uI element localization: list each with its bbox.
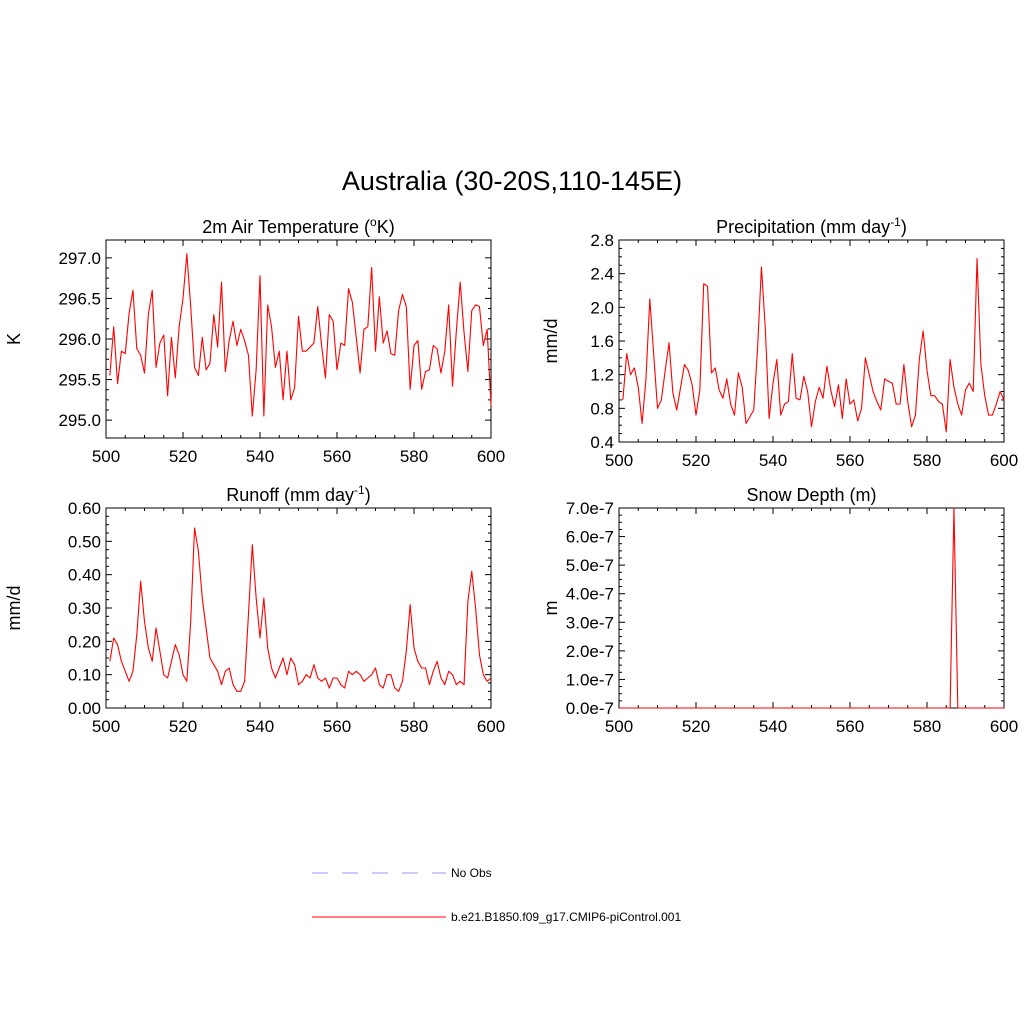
x-tick-label: 580 <box>913 451 941 470</box>
x-tick-label: 520 <box>682 451 710 470</box>
x-tick-label: 580 <box>400 447 428 466</box>
panel-title-text: 2m Air Temperature ( <box>202 217 370 237</box>
y-tick-label: 2.4 <box>590 265 614 284</box>
plot-frame <box>105 507 492 709</box>
legend-label-2: b.e21.B1850.f09_g17.CMIP6-piControl.001 <box>451 910 681 924</box>
panel-title-end: K) <box>377 217 395 237</box>
y-tick-label: 1.6 <box>590 332 614 351</box>
panel-title-sup: o <box>370 215 377 229</box>
series-line <box>619 507 1004 709</box>
x-tick-label: 520 <box>682 717 710 736</box>
panel-title-text: Precipitation (mm day <box>716 217 890 237</box>
y-tick-label: 2.0e-7 <box>566 642 614 661</box>
panel-title-text: Snow Depth (m) <box>746 485 876 505</box>
main-title: Australia (30-20S,110-145E) <box>341 166 683 196</box>
y-tick-label: 297.0 <box>58 249 101 268</box>
y-tick-label: 0.8 <box>590 399 614 418</box>
panel-1: 500 520 540 560 580 600 295.0 295.5 296.0 296.5 29… <box>4 215 505 466</box>
y-tick-label: 0.60 <box>68 499 101 518</box>
y-tick-label: 1.0e-7 <box>566 670 614 689</box>
y-tick-label: 295.5 <box>58 371 101 390</box>
series-line <box>109 253 492 417</box>
plot-frame <box>618 239 1005 443</box>
panel-title: Snow Depth (m) <box>746 485 876 505</box>
y-tick-label: 0.30 <box>68 599 101 618</box>
y-tick-label: 4.0e-7 <box>566 585 614 604</box>
y-axis-label: m <box>541 601 561 616</box>
panel-title: 2m Air Temperature (oK) <box>202 215 394 237</box>
panel-title-end: ) <box>901 217 907 237</box>
x-tick-label: 560 <box>323 717 351 736</box>
y-tick-label: 296.0 <box>58 330 101 349</box>
panel-title: Precipitation (mm day-1) <box>716 215 907 237</box>
panel-title-sup: -1 <box>354 483 365 497</box>
panel-title-text: Runoff (mm day <box>226 485 354 505</box>
y-axis-label: K <box>4 333 24 345</box>
x-tick-label: 500 <box>605 717 633 736</box>
x-tick-label: 580 <box>400 717 428 736</box>
y-tick-label: 5.0e-7 <box>566 556 614 575</box>
x-tick-label: 600 <box>477 717 505 736</box>
y-tick-label: 7.0e-7 <box>566 499 614 518</box>
x-tick-label: 540 <box>246 447 274 466</box>
y-axis-label: mm/d <box>541 319 561 364</box>
x-tick-label: 580 <box>913 717 941 736</box>
x-tick-label: 540 <box>246 717 274 736</box>
x-tick-label: 540 <box>759 451 787 470</box>
series-line <box>622 257 1005 433</box>
x-tick-label: 500 <box>605 451 633 470</box>
y-tick-label: 0.0e-7 <box>566 699 614 718</box>
panel-title: Runoff (mm day-1) <box>226 483 370 505</box>
y-tick-label: 0.50 <box>68 532 101 551</box>
y-tick-label: 2.0 <box>590 298 614 317</box>
legend-label-1: No Obs <box>451 866 492 880</box>
panel-3: 500 520 540 560 580 600 0.00 0.10 0.20 0.30 0.40 0.… <box>4 483 505 736</box>
panel-title-end: ) <box>365 485 371 505</box>
legend: No Obs b.e21.B1850.f09_g17.CMIP6-piContro… <box>312 866 681 924</box>
x-tick-label: 560 <box>836 451 864 470</box>
y-tick-label: 0.20 <box>68 632 101 651</box>
y-axis-label: mm/d <box>4 586 24 631</box>
y-tick-label: 2.8 <box>590 231 614 250</box>
y-tick-label: 0.10 <box>68 666 101 685</box>
x-tick-label: 500 <box>92 717 120 736</box>
panel-2: 500 520 540 560 580 600 0.4 0.8 1.2 1.6 2.0 2.4 2.8 m… <box>541 215 1018 470</box>
panel-title-sup: -1 <box>890 215 901 229</box>
x-tick-label: 600 <box>990 451 1018 470</box>
y-tick-label: 0.4 <box>590 433 614 452</box>
y-tick-label: 0.40 <box>68 566 101 585</box>
x-tick-label: 600 <box>477 447 505 466</box>
plot-frame <box>618 507 1005 709</box>
x-tick-label: 560 <box>836 717 864 736</box>
x-tick-label: 520 <box>169 717 197 736</box>
y-tick-label: 295.0 <box>58 411 101 430</box>
y-tick-label: 296.5 <box>58 289 101 308</box>
y-tick-label: 6.0e-7 <box>566 528 614 547</box>
x-tick-label: 560 <box>323 447 351 466</box>
panel-4: 500 520 540 560 580 600 0.0e-7 1.0e-7 2.0e-7 3.0e… <box>541 485 1018 736</box>
y-tick-label: 0.00 <box>68 699 101 718</box>
y-tick-label: 3.0e-7 <box>566 613 614 632</box>
x-tick-label: 540 <box>759 717 787 736</box>
x-tick-label: 520 <box>169 447 197 466</box>
x-tick-label: 500 <box>92 447 120 466</box>
x-tick-label: 600 <box>990 717 1018 736</box>
y-tick-label: 1.2 <box>590 366 614 385</box>
series-line <box>109 527 492 692</box>
